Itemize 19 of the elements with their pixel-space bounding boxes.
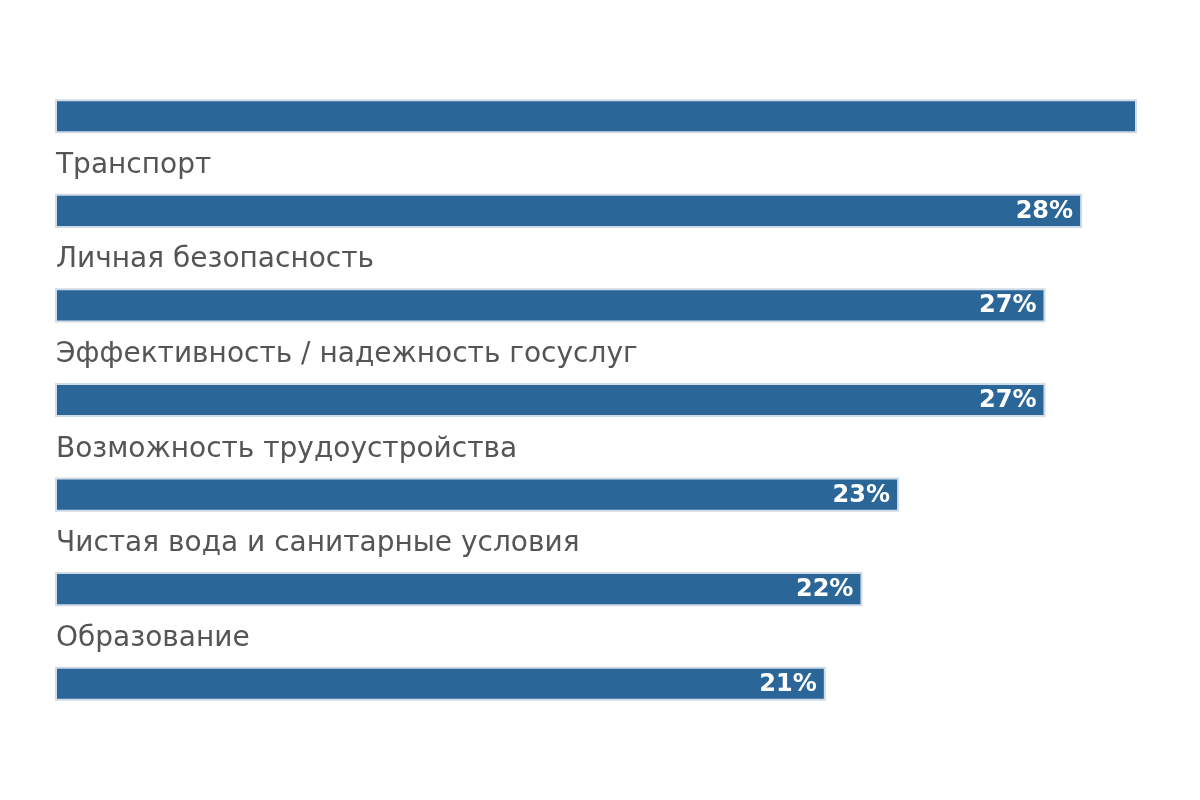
bar [55,99,1137,134]
y-tick-label: Чистая вода и санитарные условия [56,525,580,559]
data-label: 27% [979,290,1037,319]
y-tick-label: Возможность трудоустройства [56,430,518,464]
y-tick-label: Эффективность / надежность госуслуг [56,336,638,369]
y-tick-label: Образование [56,619,250,653]
data-label: 21% [759,668,817,697]
y-tick-label: Личная безопасность [56,241,375,275]
data-label: 23% [832,479,891,508]
bar [55,572,863,607]
data-label: 27% [979,385,1037,413]
bar [55,477,900,512]
data-label: 22% [795,574,854,603]
bar [55,666,826,701]
bar [55,288,1046,323]
bar [55,193,1083,228]
bar [55,382,1046,418]
data-label: 28% [1015,195,1074,224]
y-tick-label: Транспорт [55,146,212,180]
